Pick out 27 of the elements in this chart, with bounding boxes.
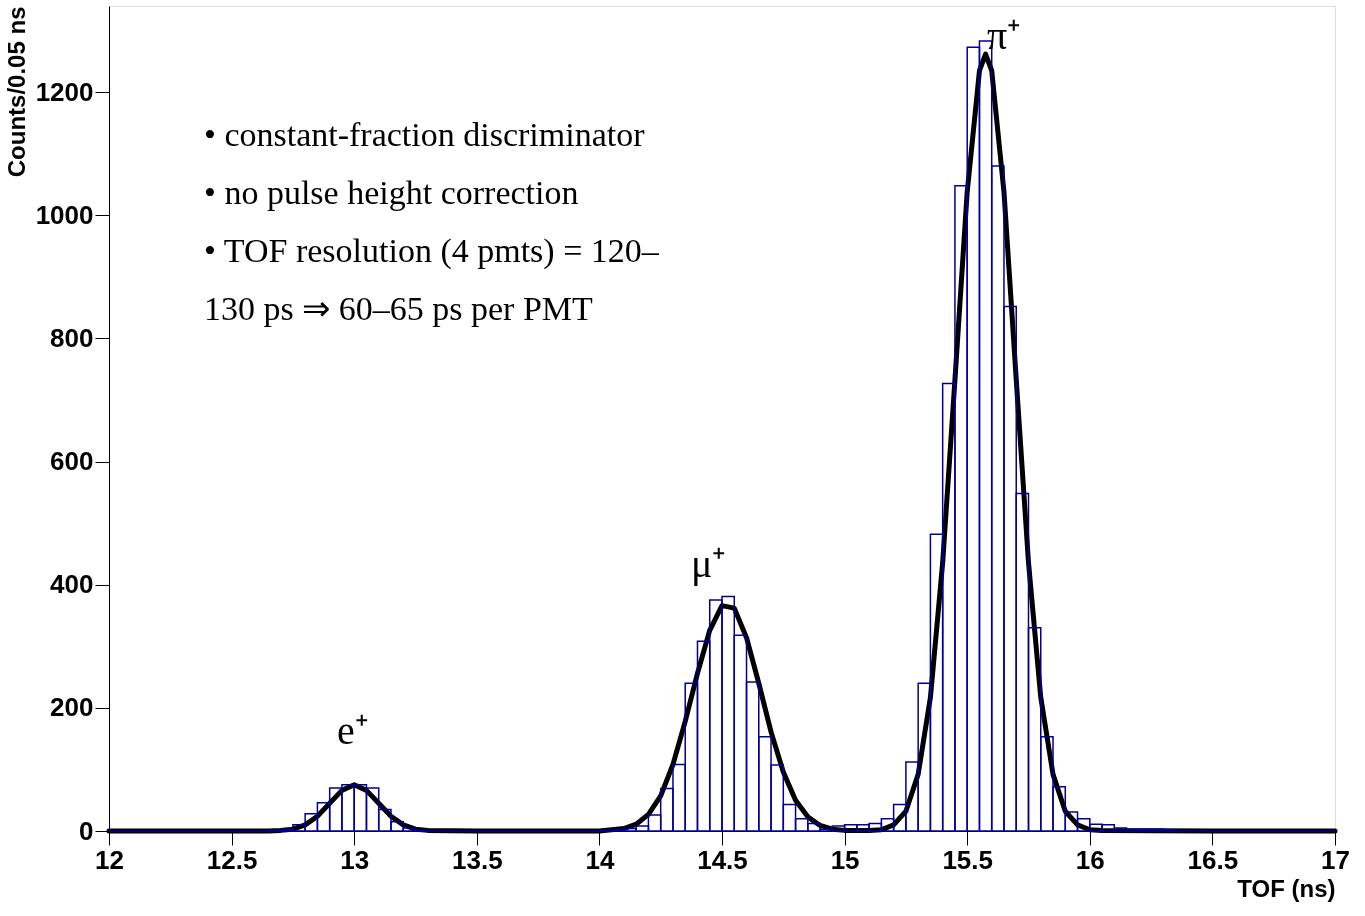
x-tick-label: 13.5 [452,844,503,875]
y-tick-label: 1200 [35,76,94,107]
annotation: 130 ps ⇒ 60–65 ps per PMT [204,290,594,327]
x-tick-label: 17 [1321,844,1350,875]
annotation: • TOF resolution (4 pmts) = 120– [204,232,660,270]
annotation: π⁺ [987,13,1022,58]
x-tick-label: 15 [830,844,860,875]
x-tick-label: 14.5 [697,844,748,875]
x-tick-label: 13 [340,844,370,875]
x-tick-label: 12.5 [206,844,258,875]
y-tick-label: 0 [79,815,94,846]
annotation: • no pulse height correction [204,174,579,211]
x-axis-title: TOF (ns) [1237,874,1336,902]
annotation: • constant-fraction discriminator [204,116,646,153]
x-tick-label: 15.5 [942,844,993,875]
y-tick-label: 1000 [35,199,94,230]
annotation: μ⁺ [691,541,727,586]
y-tick-label: 400 [50,569,94,600]
x-tick-label: 16.5 [1187,844,1239,875]
x-tick-label: 14 [585,844,615,875]
y-tick-label: 200 [50,692,94,723]
y-axis-title: Counts/0.05 ns [2,6,30,178]
x-tick-label: 16 [1075,844,1105,875]
x-tick-label: 12 [95,844,124,875]
annotation: e⁺ [337,708,369,753]
y-tick-label: 600 [50,446,94,477]
y-tick-label: 800 [50,322,94,353]
